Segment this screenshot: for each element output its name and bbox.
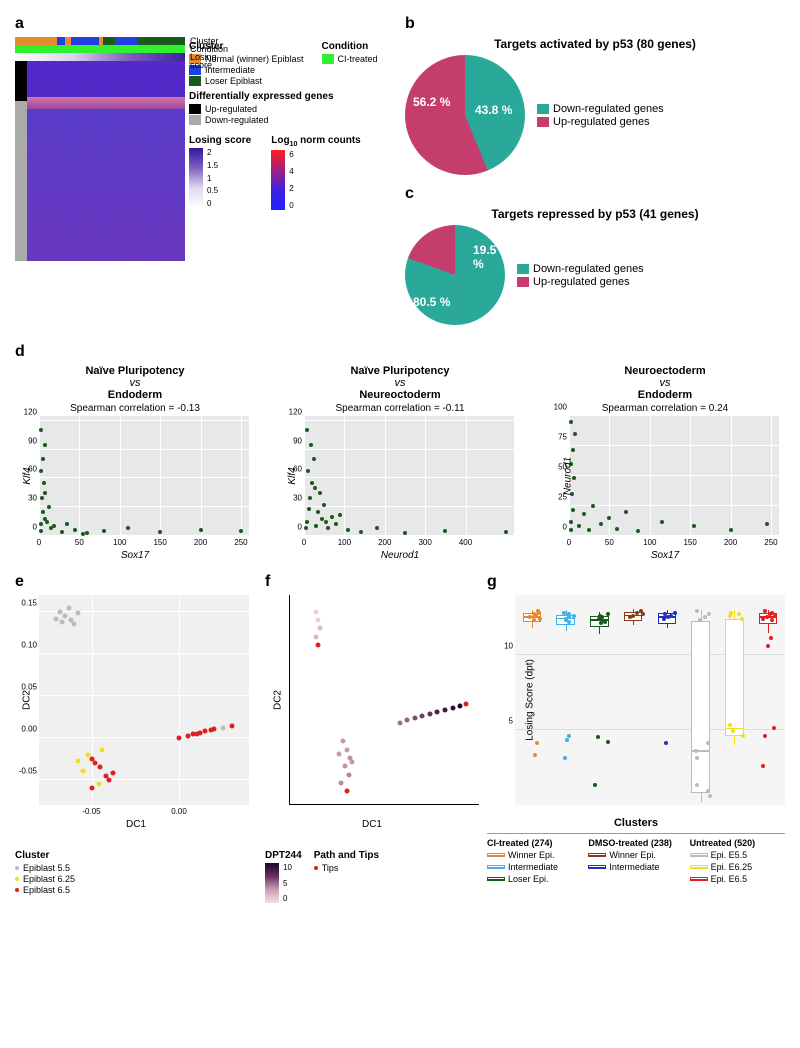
figure-root: a Cluster Condition Losing scor [0,0,800,918]
tips-legend-title: Path and Tips [314,850,379,861]
plot-e-ylabel: DC2 [22,690,33,710]
plot-f: DC2 [289,595,479,805]
cluster-legend-item: Epi. E6.25 [690,862,785,872]
pie-b-title: Targets activated by p53 (80 genes) [405,37,785,51]
panel-f: f DC2 DC1 DPT244 1050 Path and Tips Tips [265,573,479,903]
losing-bar-title: Losing score [189,135,251,146]
legend-item: CI-treated [322,54,378,64]
legend-item: Up-regulated [189,104,394,114]
annot-losing-label: Losing score [190,53,228,69]
pie-legend-item: Down-regulated genes [517,263,644,275]
panel-d-label: d [15,343,785,361]
cluster-legend-item: Epi. E6.5 [690,874,785,884]
panel-a-legends: Cluster Normal (winner) EpiblastIntermed… [189,37,394,261]
panel-e: e DC2 -0.050.000.050.100.15-0.050.00 DC1… [15,573,257,903]
panel-g-label: g [487,573,785,591]
panel-g: g Losing Score (dpt) 510 Clusters CI-tre… [487,573,785,903]
annot-labels: Cluster Condition Losing score [190,37,228,69]
scatter-subplot: NeuroectodermvsEndodermSpearman correlat… [545,365,785,561]
scatter-subplot: Naïve PluripotencyvsNeureoctodermSpearma… [280,365,520,561]
pie-c: 80.5 %19.5 % [405,225,505,325]
pie-c-title: Targets repressed by p53 (41 genes) [405,207,785,221]
cluster-legend-item: Intermediate [487,862,582,872]
heatmap-body [27,61,185,261]
pie-legend-item: Down-regulated genes [537,103,664,115]
dpt-legend-title: DPT244 [265,850,302,861]
dpt-colorbar [265,863,279,903]
cluster-legend-item: Intermediate [588,862,683,872]
panel-a: a Cluster Condition Losing scor [15,15,395,335]
tips-label: Tips [322,863,339,873]
cluster-legend-item: Loser Epi. [487,874,582,884]
plot-e-legend-title: Cluster [15,850,257,861]
plot-e-legend: Cluster Epiblast 5.5Epiblast 6.25Epiblas… [15,846,257,896]
panel-e-label: e [15,573,257,591]
clusters-title: Clusters [487,817,785,829]
annotation-bars [15,37,185,61]
legend-item: Down-regulated [189,115,394,125]
pie-c-legend: Down-regulated genesUp-regulated genes [517,262,644,289]
losing-colorbar [189,148,203,208]
deg-legend-title: Differentially expressed genes [189,91,394,102]
legend-item: Loser Epiblast [189,76,304,86]
log-colorbar [271,150,285,210]
panel-a-label: a [15,15,395,33]
deg-bar [15,61,27,261]
panel-d: d Naïve PluripotencyvsEndodermSpearman c… [15,343,785,561]
panel-bc: b Targets activated by p53 (80 genes) 43… [405,15,785,335]
clusters-legend: Clusters CI-treated (274)Winner Epi.Inte… [487,817,785,886]
cluster-legend-item: Winner Epi. [487,850,582,860]
plot-f-xlabel: DC1 [265,819,479,830]
panel-f-label: f [265,573,479,591]
plot-e: DC2 -0.050.000.050.100.15-0.050.00 [39,595,249,805]
row-abc: a Cluster Condition Losing scor [15,15,785,335]
panel-b-label: b [405,15,785,33]
panel-c-label: c [405,185,785,203]
cluster-legend-item: Epi. E5.5 [690,850,785,860]
pie-legend-item: Up-regulated genes [517,276,644,288]
box-plot: Losing Score (dpt) 510 [515,595,785,805]
plot-e-xlabel: DC1 [15,819,257,830]
cluster-legend-item: Winner Epi. [588,850,683,860]
row-efg: e DC2 -0.050.000.050.100.15-0.050.00 DC1… [15,573,785,903]
scatter-subplot: Naïve PluripotencyvsEndodermSpearman cor… [15,365,255,561]
tips-dot [314,866,318,870]
pie-legend-item: Up-regulated genes [537,116,664,128]
plot-f-legend: DPT244 1050 Path and Tips Tips [265,846,479,903]
pie-b-legend: Down-regulated genesUp-regulated genes [537,102,664,129]
condition-legend-title: Condition [322,41,378,52]
plot-f-ylabel: DC2 [273,689,284,709]
pie-b: 43.8 %56.2 % [405,55,525,175]
log-bar-title: Log10 norm counts [271,135,360,148]
